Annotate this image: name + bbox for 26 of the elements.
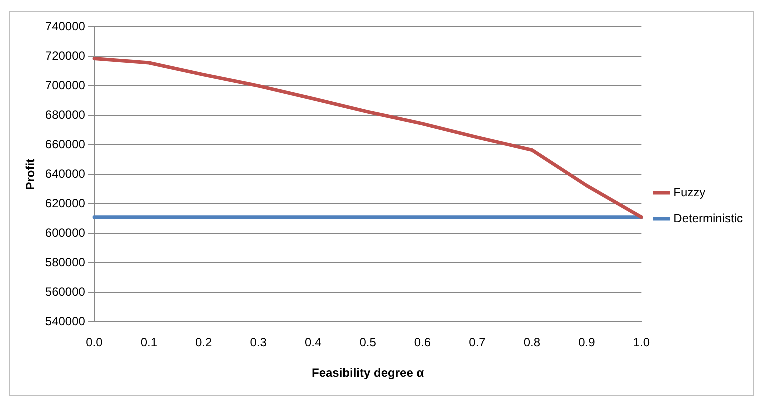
x-tick-label: 0.3 <box>250 336 268 350</box>
x-tick-label: 0.2 <box>196 336 213 350</box>
x-axis-title: Feasibility degree α <box>312 366 425 380</box>
y-tick-label: 620000 <box>45 196 86 210</box>
x-tick-label: 0.9 <box>578 336 596 350</box>
y-tick-label: 600000 <box>45 226 86 240</box>
legend-label: Deterministic <box>674 211 744 226</box>
y-tick-label: 560000 <box>45 284 86 299</box>
y-tick-label: 540000 <box>45 314 86 329</box>
legend-label: Fuzzy <box>674 185 706 200</box>
x-tick-label: 0.4 <box>304 336 322 350</box>
y-tick-label: 580000 <box>45 255 86 270</box>
x-tick-label: 1.0 <box>633 336 650 350</box>
x-tick-label: 0.8 <box>524 336 541 350</box>
y-tick-label: 640000 <box>45 166 86 181</box>
y-tick-label: 680000 <box>45 108 86 122</box>
y-tick-label: 720000 <box>45 48 86 63</box>
y-tick-label: 740000 <box>45 19 86 34</box>
y-tick-label: 660000 <box>45 137 86 152</box>
x-tick-label: 0.7 <box>469 336 486 350</box>
y-tick-label: 700000 <box>45 78 86 92</box>
x-tick-label: 0.1 <box>140 336 158 350</box>
x-tick-label: 0.5 <box>360 336 377 350</box>
y-axis-title: Profit <box>24 158 38 190</box>
x-tick-label: 0.6 <box>414 336 432 350</box>
x-tick-label: 0.0 <box>86 336 104 350</box>
